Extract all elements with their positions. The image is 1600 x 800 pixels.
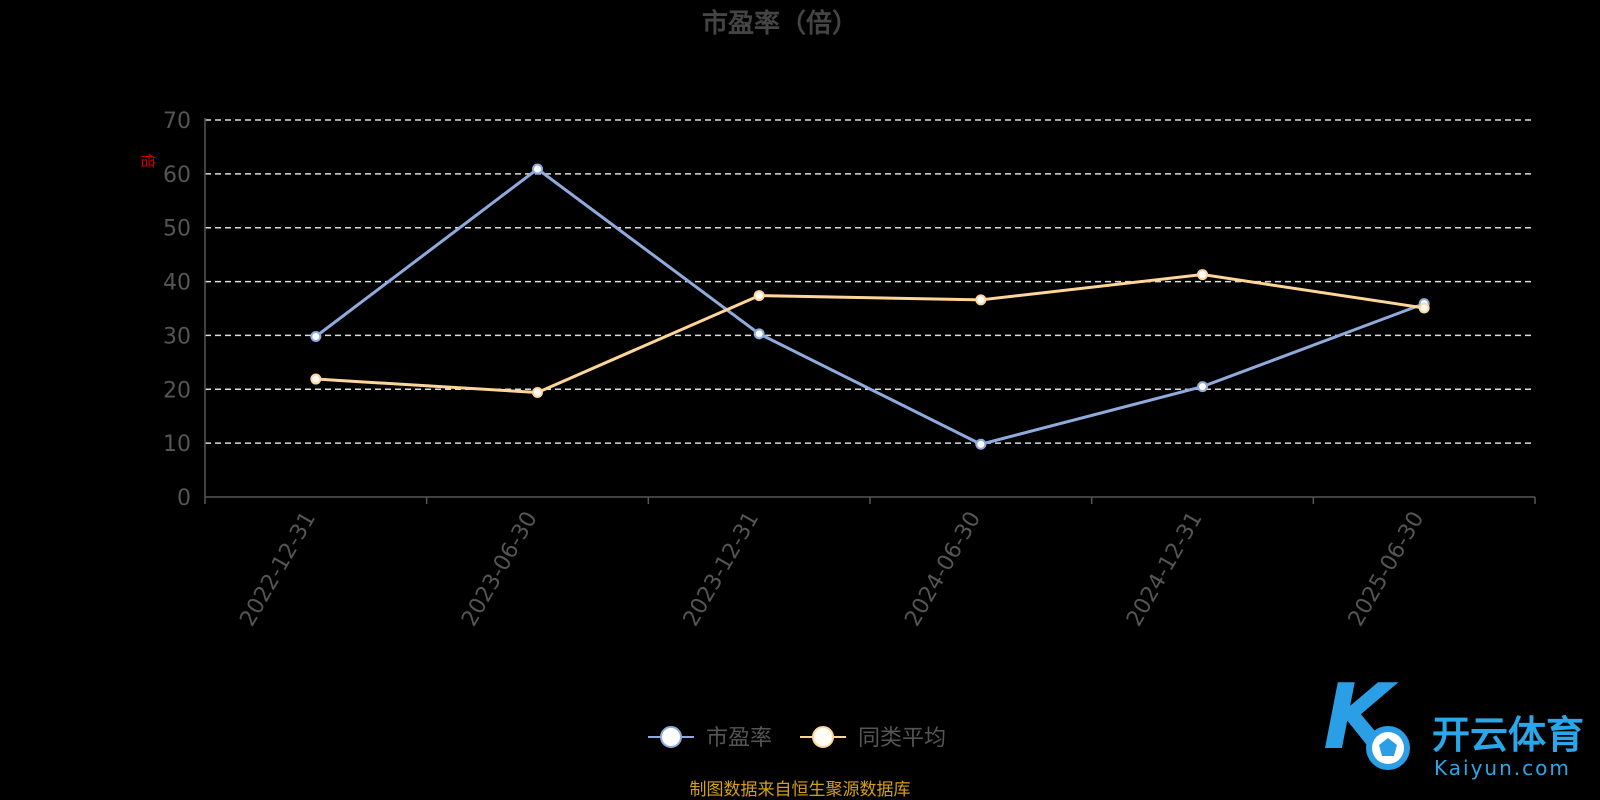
data-point-1-1 (532, 387, 543, 399)
series-line-0 (314, 167, 1425, 446)
data-point-1-0 (310, 373, 322, 385)
legend-marker-peer-average (812, 726, 834, 748)
y-tick-10: 10 (163, 432, 191, 457)
x-tick-2023-06-30: 2023-06-30 (457, 508, 543, 631)
legend-item-pe[interactable]: 市盈率 (648, 726, 772, 751)
legend-label-pe: 市盈率 (706, 726, 772, 751)
y-tick-40: 40 (163, 271, 191, 296)
legend[interactable]: 市盈率 同类平均 (648, 726, 946, 751)
series-group (310, 163, 1430, 450)
watermark-logo: K 开云体育 Kaiyun.com (1323, 665, 1584, 780)
x-tick-2024-12-31: 2024-12-31 (1122, 508, 1208, 631)
y-tick-labels: 0 10 20 30 40 50 60 70 (163, 109, 191, 511)
x-tick-2024-06-30: 2024-06-30 (900, 507, 986, 630)
legend-item-peer-average[interactable]: 同类平均 (800, 726, 946, 751)
axes (204, 118, 1536, 504)
x-tick-labels: 2022-12-31 2023-06-30 2023-12-31 2024-06-30… (235, 507, 1429, 630)
series-line-1 (315, 273, 1425, 395)
y-tick-50: 50 (163, 217, 191, 242)
data-point-1-5 (1418, 302, 1430, 314)
y-axis-unit: 倍 (139, 153, 157, 168)
data-point-1-4 (1197, 269, 1208, 281)
grid-lines (205, 119, 1535, 444)
y-tick-0: 0 (177, 486, 191, 511)
data-point-0-4 (1197, 381, 1208, 393)
x-tick-2025-06-30: 2025-06-30 (1344, 508, 1430, 631)
watermark-text-cn: 开云体育 (1432, 713, 1584, 757)
legend-label-peer-average: 同类平均 (858, 726, 946, 751)
data-point-0-3 (975, 438, 987, 450)
y-tick-70: 70 (163, 109, 191, 134)
data-point-1-2 (753, 290, 765, 302)
x-tick-2023-12-31: 2023-12-31 (679, 508, 765, 631)
data-point-1-3 (975, 294, 987, 306)
source-note: 制图数据来自恒生聚源数据库 (690, 780, 911, 800)
y-tick-20: 20 (163, 378, 191, 403)
y-tick-30: 30 (163, 324, 191, 349)
watermark-text-en: Kaiyun.com (1434, 756, 1571, 780)
data-point-0-2 (753, 328, 765, 340)
chart-title: 市盈率（倍） (702, 8, 858, 39)
data-point-0-1 (532, 163, 543, 175)
y-tick-60: 60 (163, 163, 191, 188)
data-point-0-0 (310, 331, 322, 343)
x-tick-2022-12-31: 2022-12-31 (235, 508, 321, 631)
legend-marker-pe (660, 726, 682, 748)
